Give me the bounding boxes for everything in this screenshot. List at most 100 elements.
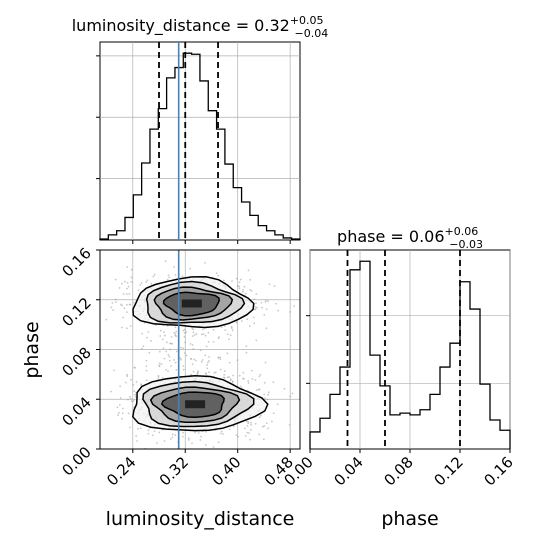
density-point [158, 362, 161, 365]
density-point [219, 432, 222, 435]
density-point [267, 300, 270, 303]
density-point [195, 359, 197, 362]
density-ytick-label-2: 0.08 [58, 344, 94, 380]
density-point [114, 301, 117, 304]
density-point [130, 281, 133, 283]
density-point [242, 290, 244, 293]
density-point [251, 378, 254, 380]
density-point [217, 337, 220, 340]
density-point [222, 433, 224, 435]
density-point [157, 378, 160, 381]
density-point [174, 434, 177, 437]
density-contour-mode0-level1 [145, 280, 246, 324]
density-point [174, 361, 177, 364]
density-point [219, 356, 222, 359]
density-point [293, 305, 296, 308]
density-point [217, 274, 220, 277]
density-point [206, 367, 209, 370]
density-point [140, 384, 142, 387]
density-point [245, 292, 247, 295]
density-point [147, 331, 150, 333]
density-point [255, 302, 257, 305]
density-point [175, 369, 178, 371]
density-point [175, 330, 178, 333]
density-point [226, 352, 229, 355]
density-point [237, 435, 240, 438]
density-point [135, 380, 138, 383]
density-point [263, 313, 266, 316]
density-point [242, 371, 245, 374]
density-point [158, 350, 161, 353]
density-point [189, 343, 192, 345]
density-point [127, 285, 130, 288]
density-point [159, 329, 162, 332]
density-point [238, 287, 241, 290]
density-point [288, 423, 291, 426]
density-point [161, 338, 164, 341]
density-point [133, 390, 136, 393]
density-point [113, 369, 115, 372]
density-point [127, 398, 129, 401]
panel-2d-density: 0.24 0.32 0.40 0.48 0.000.040.080.120.16 lu… [21, 244, 301, 530]
hist-phase-xtick-label-4: 0.16 [480, 453, 516, 489]
density-contour-mode1-level0 [131, 375, 269, 432]
density-point [240, 320, 243, 322]
density-point [167, 274, 170, 277]
density-point [129, 303, 132, 306]
density-point [291, 392, 294, 395]
density-point [223, 373, 226, 376]
title-phase-minus: −0.03 [449, 238, 483, 251]
density-point [183, 335, 186, 338]
density-point [248, 325, 251, 327]
density-point [205, 430, 207, 433]
density-point [134, 395, 137, 398]
density-point [132, 301, 135, 304]
density-point [173, 359, 176, 361]
density-point [208, 355, 210, 358]
density-point [200, 333, 203, 336]
density-point [168, 355, 171, 358]
density-point [147, 429, 150, 432]
hist-ld-yticks [96, 55, 100, 180]
density-point [119, 385, 122, 388]
density-point [163, 440, 166, 442]
density-point [265, 422, 268, 425]
density-point [247, 380, 250, 382]
density-point [120, 282, 123, 285]
density-point [183, 352, 186, 354]
density-point [126, 303, 128, 306]
density-point [170, 336, 173, 338]
density-point [268, 283, 271, 286]
density-point [207, 340, 210, 343]
density-point [204, 444, 207, 446]
density-point [182, 431, 185, 434]
density-point [229, 334, 232, 337]
density-point [152, 275, 155, 278]
hist-phase-xtick-label-3: 0.12 [430, 453, 466, 489]
density-point [185, 331, 188, 334]
density-point [266, 398, 269, 401]
density-point [250, 428, 252, 431]
density-point [169, 438, 172, 440]
density-point [199, 439, 202, 441]
density-point [158, 431, 161, 434]
density-point [154, 324, 157, 327]
density-point [236, 285, 239, 287]
hist-phase-yticks [306, 315, 310, 384]
title-phase-text: phase = 0.06 [337, 227, 444, 246]
density-point [139, 427, 142, 430]
density-point [145, 379, 148, 382]
density-point [150, 339, 152, 342]
density-point [139, 284, 142, 286]
density-point [200, 435, 202, 438]
density-core-mode1 [185, 400, 206, 409]
density-point [246, 318, 249, 321]
density-point [174, 274, 177, 276]
density-point [243, 285, 246, 288]
density-point [250, 423, 253, 426]
density-point [126, 287, 128, 290]
density-point [140, 282, 143, 284]
density-point [202, 333, 205, 335]
density-point [258, 388, 261, 391]
